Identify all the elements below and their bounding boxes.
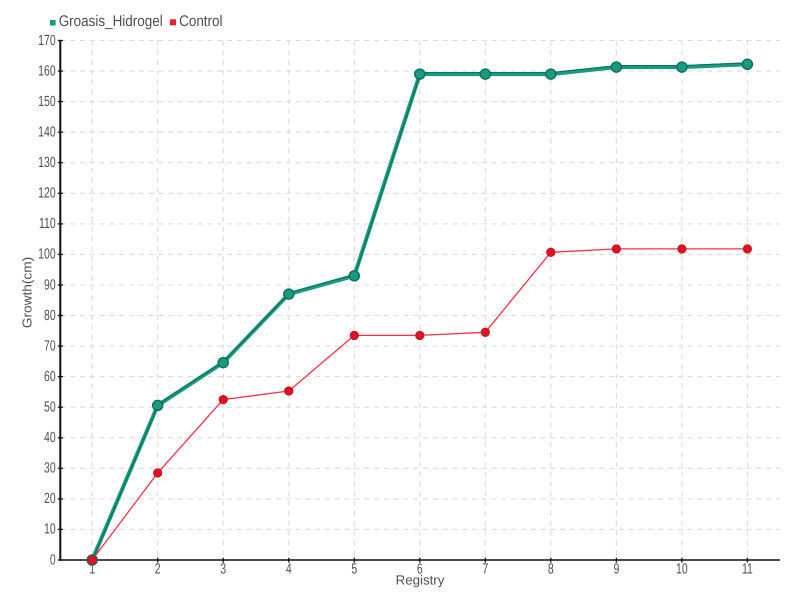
svg-text:Control: Control [179, 13, 222, 30]
svg-text:130: 130 [38, 155, 56, 171]
svg-text:20: 20 [44, 491, 56, 507]
svg-text:10: 10 [676, 562, 688, 578]
svg-text:40: 40 [44, 430, 56, 446]
svg-text:170: 170 [38, 33, 56, 49]
svg-text:120: 120 [38, 186, 56, 202]
svg-text:Growth(cm): Growth(cm) [20, 257, 35, 328]
svg-text:140: 140 [38, 125, 56, 141]
svg-text:Groasis_Hidrogel: Groasis_Hidrogel [59, 13, 163, 30]
svg-text:30: 30 [44, 461, 56, 477]
svg-text:Registry: Registry [396, 573, 445, 588]
svg-text:5: 5 [351, 562, 357, 578]
svg-text:50: 50 [44, 400, 56, 416]
svg-text:11: 11 [742, 562, 753, 578]
svg-text:6: 6 [417, 562, 423, 578]
svg-text:2: 2 [155, 562, 161, 578]
svg-text:1: 1 [89, 562, 95, 578]
svg-text:60: 60 [44, 369, 56, 385]
svg-text:160: 160 [38, 63, 56, 79]
svg-text:150: 150 [38, 94, 56, 110]
svg-text:110: 110 [39, 216, 56, 232]
svg-text:90: 90 [44, 277, 56, 293]
svg-text:0: 0 [50, 552, 56, 568]
svg-text:3: 3 [220, 562, 226, 578]
svg-text:4: 4 [286, 562, 292, 578]
svg-text:8: 8 [548, 562, 554, 578]
svg-text:9: 9 [613, 562, 619, 578]
svg-text:80: 80 [44, 308, 56, 324]
svg-text:7: 7 [482, 562, 488, 578]
svg-text:70: 70 [44, 338, 56, 354]
svg-text:10: 10 [44, 522, 56, 538]
svg-text:100: 100 [38, 247, 56, 263]
